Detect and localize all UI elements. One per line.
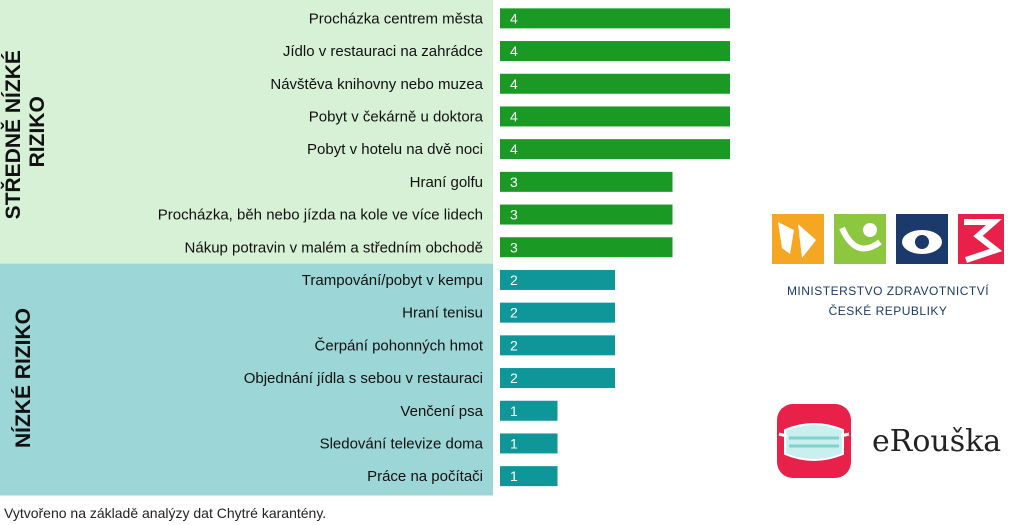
bar-value-label: 4	[510, 76, 518, 92]
bar-value-label: 1	[510, 468, 518, 484]
erouska-app-name: eRouška	[872, 424, 1002, 459]
bar-value-label: 4	[510, 108, 518, 124]
category-label: Sledování televize doma	[320, 435, 484, 452]
bar-value-label: 1	[510, 403, 518, 419]
bar	[500, 237, 673, 258]
bar-value-label: 3	[510, 207, 518, 223]
bar-value-label: 1	[510, 435, 518, 451]
category-label: Hraní tenisu	[402, 305, 483, 322]
bar-value-label: 3	[510, 239, 518, 255]
erouska-app-icon	[777, 404, 851, 478]
bar	[500, 368, 615, 389]
category-label: Procházka centrem města	[309, 10, 484, 27]
bar	[500, 335, 615, 356]
ministry-logo: MINISTERSTVO ZDRAVOTNICTVÍ ČESKÉ REPUBLI…	[772, 214, 1004, 324]
bar	[500, 171, 673, 192]
low-risk-label: NÍZKÉ RIZIKO	[12, 308, 35, 448]
bar-value-label: 4	[510, 43, 518, 59]
category-label: Hraní golfu	[410, 174, 483, 191]
bar	[500, 106, 730, 127]
category-label: Práce na počítači	[367, 468, 483, 485]
category-label: Venčení psa	[400, 403, 483, 420]
bar	[500, 204, 673, 225]
medium-risk-label-line1: STŘEDNĚ NÍZKÉ	[1, 50, 25, 219]
category-label: Procházka, běh nebo jízda na kole ve víc…	[158, 207, 483, 224]
bar-value-label: 2	[510, 370, 518, 386]
ministry-emblem-icon	[772, 214, 1004, 264]
medium-risk-label: STŘEDNĚ NÍZKÉ RIZIKO	[1, 44, 49, 219]
category-label: Jídlo v restauraci na zahrádce	[283, 43, 483, 60]
category-label: Pobyt v čekárně u doktora	[309, 108, 484, 125]
category-label: Pobyt v hotelu na dvě noci	[307, 141, 483, 158]
category-label: Návštěva knihovny nebo muzea	[270, 76, 483, 93]
category-label: Trampování/pobyt v kempu	[302, 272, 483, 289]
bar	[500, 139, 730, 160]
bar	[500, 466, 558, 487]
bar-value-label: 4	[510, 10, 518, 26]
bar	[500, 8, 730, 29]
bar-value-label: 2	[510, 337, 518, 353]
bar-value-label: 2	[510, 305, 518, 321]
risk-chart: STŘEDNĚ NÍZKÉ RIZIKO NÍZKÉ RIZIKO Prochá…	[0, 0, 730, 496]
bar-value-label: 3	[510, 174, 518, 190]
category-label: Nákup potravin v malém a středním obchod…	[185, 239, 483, 256]
category-label: Objednání jídla s sebou v restauraci	[244, 370, 483, 387]
bar-value-label: 2	[510, 272, 518, 288]
bar	[500, 433, 558, 454]
bar	[500, 73, 730, 94]
bar	[500, 41, 730, 62]
bars-group: Procházka centrem města 4 Jídlo v restaura…	[158, 8, 730, 487]
bar	[500, 400, 558, 421]
low-risk-band	[0, 263, 493, 496]
category-label: Čerpání pohonných hmot	[315, 337, 484, 354]
bar	[500, 269, 615, 290]
medium-risk-label-line2: RIZIKO	[26, 96, 49, 167]
medium-risk-band	[0, 0, 493, 264]
footnote: Vytvořeno na základě analýzy dat Chytré …	[4, 505, 327, 521]
ministry-name-line1: MINISTERSTVO ZDRAVOTNICTVÍ	[786, 284, 990, 298]
ministry-name-line2: ČESKÉ REPUBLIKY	[828, 304, 948, 318]
bar-value-label: 4	[510, 141, 518, 157]
bar	[500, 302, 615, 323]
